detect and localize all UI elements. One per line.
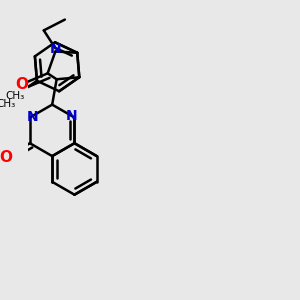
Text: CH₃: CH₃ <box>5 91 24 101</box>
Text: N: N <box>66 109 78 123</box>
Text: O: O <box>16 76 28 92</box>
Text: N: N <box>50 42 61 56</box>
Text: O: O <box>0 150 12 165</box>
Text: CH₃: CH₃ <box>0 99 16 109</box>
Text: N: N <box>27 110 38 124</box>
